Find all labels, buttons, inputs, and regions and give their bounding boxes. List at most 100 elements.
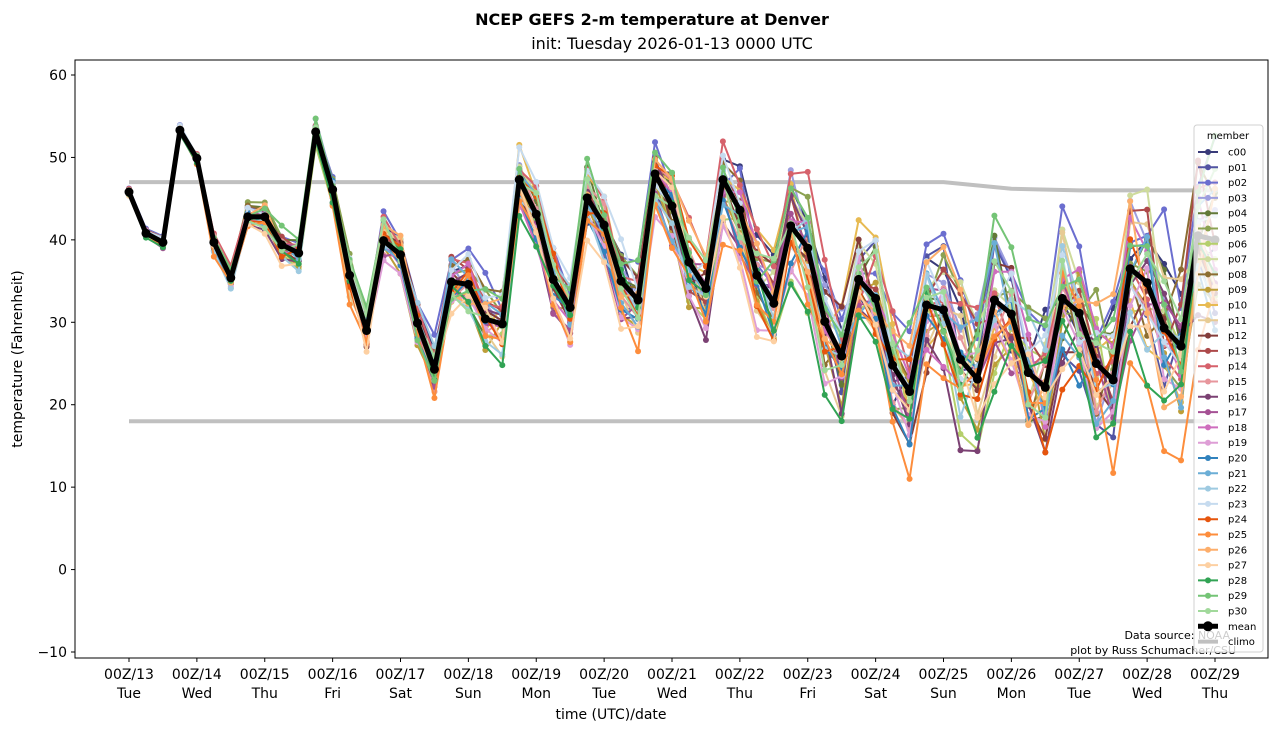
x-tick-label-day: Mon xyxy=(997,686,1027,702)
mean-point xyxy=(192,153,202,163)
mean-point xyxy=(141,228,151,238)
legend-item-mean: mean xyxy=(1198,621,1256,633)
y-axis-label: temperature (Fahrenheit) xyxy=(10,270,26,447)
member-point xyxy=(1059,203,1066,210)
legend-swatch-marker xyxy=(1205,271,1211,278)
member-point xyxy=(753,334,760,341)
mean-point xyxy=(277,240,287,250)
member-point xyxy=(346,301,353,308)
member-point xyxy=(1059,283,1066,290)
member-point xyxy=(584,176,591,183)
member-point xyxy=(906,415,913,422)
x-tick-label-day: Thu xyxy=(1201,686,1228,702)
member-point xyxy=(923,346,930,353)
legend-item-p04: p04 xyxy=(1198,209,1247,220)
member-point xyxy=(804,193,811,200)
legend-item-p10: p10 xyxy=(1198,301,1247,312)
member-point xyxy=(787,210,794,217)
plot-frame xyxy=(74,59,1269,659)
member-point xyxy=(1161,354,1168,361)
member-point xyxy=(1093,409,1100,416)
member-point xyxy=(1059,229,1066,236)
mean-point xyxy=(786,221,796,231)
x-tick-label-time: 00Z/26 xyxy=(986,667,1036,683)
member-point xyxy=(601,248,608,255)
member-point xyxy=(957,369,964,376)
member-point xyxy=(685,234,692,241)
legend-swatch-marker xyxy=(1205,409,1211,416)
x-tick-label-time: 00Z/13 xyxy=(104,667,154,683)
member-point xyxy=(1144,206,1151,213)
member-point xyxy=(1025,401,1032,408)
member-point xyxy=(991,232,998,239)
mean-point xyxy=(1176,341,1186,351)
mean-point xyxy=(888,360,898,370)
legend-swatch-marker xyxy=(1205,470,1211,477)
member-point xyxy=(923,294,930,301)
member-point xyxy=(465,272,472,279)
member-point xyxy=(889,340,896,347)
member-point xyxy=(872,338,879,345)
mean-point xyxy=(565,302,575,312)
member-point xyxy=(957,305,964,312)
member-point xyxy=(838,331,845,338)
legend-items: c00 p01 p02 p03 p04 p05 p06 p07 p08 p09 p10 p11 p12 p… xyxy=(1198,148,1256,648)
member-point xyxy=(1059,366,1066,373)
member-point xyxy=(1144,346,1151,353)
member-point xyxy=(685,292,692,299)
member-point xyxy=(1076,352,1083,359)
member-point xyxy=(1008,288,1015,295)
member-point xyxy=(787,170,794,177)
mean-point xyxy=(1057,293,1067,303)
member-point xyxy=(872,321,879,328)
x-tick-label-time: 00Z/19 xyxy=(511,667,561,683)
member-point xyxy=(719,214,726,221)
legend-item-p25: p25 xyxy=(1198,530,1247,541)
x-tick-label-day: Thu xyxy=(726,686,753,702)
mean-point xyxy=(972,374,982,384)
mean-layer xyxy=(124,125,1220,397)
legend-label: p03 xyxy=(1228,193,1247,204)
member-point xyxy=(482,269,489,276)
member-point xyxy=(1127,323,1134,330)
mean-point xyxy=(1159,323,1169,333)
legend-item-p06: p06 xyxy=(1198,239,1247,250)
legend-label: p13 xyxy=(1228,346,1247,357)
x-tick-label-time: 00Z/22 xyxy=(715,667,765,683)
member-point xyxy=(957,286,964,293)
member-point xyxy=(821,256,828,263)
member-point xyxy=(940,243,947,250)
member-point xyxy=(855,307,862,314)
x-tick-label-time: 00Z/23 xyxy=(783,667,833,683)
member-point xyxy=(940,328,947,335)
member-point xyxy=(516,212,523,219)
legend-swatch-marker xyxy=(1205,256,1211,263)
legend-swatch-marker xyxy=(1205,378,1211,385)
member-point xyxy=(906,398,913,405)
member-point xyxy=(1161,339,1168,346)
mean-point xyxy=(854,274,864,284)
y-tick-label: 0 xyxy=(58,563,67,579)
legend-item-p26: p26 xyxy=(1198,545,1247,556)
x-tick-label-day: Sun xyxy=(930,686,957,702)
member-point xyxy=(821,348,828,355)
member-point xyxy=(448,267,455,274)
legend-item-p08: p08 xyxy=(1198,270,1247,281)
member-point xyxy=(872,286,879,293)
member-point xyxy=(1042,414,1049,421)
legend-item-p07: p07 xyxy=(1198,255,1247,266)
legend-item-p12: p12 xyxy=(1198,331,1247,342)
legend-label: p26 xyxy=(1228,545,1247,556)
member-point xyxy=(1144,265,1151,272)
member-point xyxy=(685,304,692,311)
member-point xyxy=(618,325,625,332)
legend-swatch-marker xyxy=(1205,363,1211,370)
member-point xyxy=(1127,192,1134,199)
legend-item-p09: p09 xyxy=(1198,285,1247,296)
member-point xyxy=(1110,470,1117,477)
member-point xyxy=(957,312,964,319)
mean-point xyxy=(820,316,830,326)
member-point xyxy=(567,335,574,342)
member-point xyxy=(1144,310,1151,317)
x-tick-label-time: 00Z/28 xyxy=(1122,667,1172,683)
